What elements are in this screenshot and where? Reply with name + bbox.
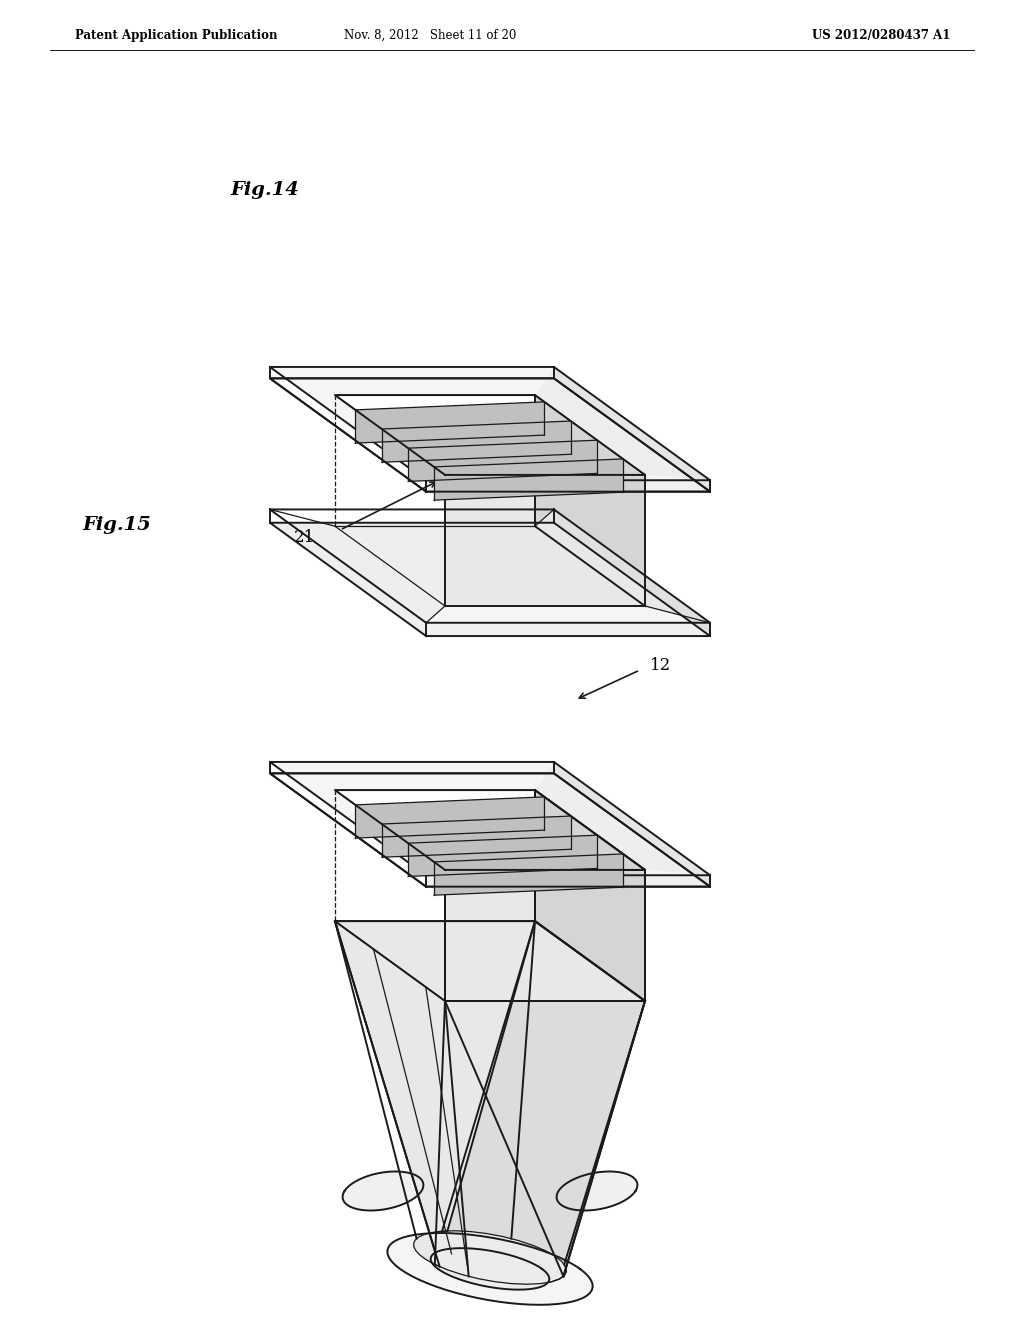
- Polygon shape: [535, 395, 645, 606]
- Polygon shape: [355, 797, 545, 838]
- Polygon shape: [445, 870, 645, 1001]
- Polygon shape: [434, 459, 623, 500]
- Polygon shape: [270, 367, 554, 395]
- Polygon shape: [435, 1001, 645, 1284]
- Polygon shape: [554, 510, 710, 636]
- Text: US 2012/0280437 A1: US 2012/0280437 A1: [812, 29, 950, 41]
- Polygon shape: [557, 1171, 637, 1210]
- Polygon shape: [426, 475, 710, 480]
- Polygon shape: [355, 401, 545, 444]
- Polygon shape: [426, 606, 710, 623]
- Polygon shape: [431, 1249, 549, 1290]
- Polygon shape: [445, 475, 645, 606]
- Polygon shape: [535, 510, 710, 623]
- Polygon shape: [554, 762, 710, 887]
- Polygon shape: [387, 1233, 593, 1304]
- Polygon shape: [335, 921, 563, 1284]
- Text: 21: 21: [294, 529, 315, 546]
- Text: Nov. 8, 2012   Sheet 11 of 20: Nov. 8, 2012 Sheet 11 of 20: [344, 29, 516, 41]
- Polygon shape: [409, 836, 597, 876]
- Polygon shape: [270, 762, 445, 875]
- Text: Fig.15: Fig.15: [82, 516, 151, 535]
- Text: Patent Application Publication: Patent Application Publication: [75, 29, 278, 41]
- Text: Fig.14: Fig.14: [230, 181, 299, 199]
- Polygon shape: [554, 367, 710, 491]
- Polygon shape: [535, 762, 710, 875]
- Polygon shape: [343, 1171, 424, 1210]
- Polygon shape: [535, 791, 645, 1001]
- Polygon shape: [535, 367, 710, 480]
- Polygon shape: [335, 921, 535, 1267]
- Polygon shape: [434, 854, 623, 895]
- Polygon shape: [270, 523, 710, 636]
- Polygon shape: [426, 875, 710, 887]
- Polygon shape: [270, 367, 445, 480]
- Polygon shape: [382, 816, 570, 857]
- Polygon shape: [426, 480, 710, 491]
- Polygon shape: [409, 440, 597, 482]
- Text: 12: 12: [650, 656, 672, 673]
- Polygon shape: [426, 870, 710, 875]
- Polygon shape: [426, 623, 710, 636]
- Polygon shape: [382, 421, 570, 462]
- Polygon shape: [270, 762, 554, 791]
- Polygon shape: [442, 921, 645, 1276]
